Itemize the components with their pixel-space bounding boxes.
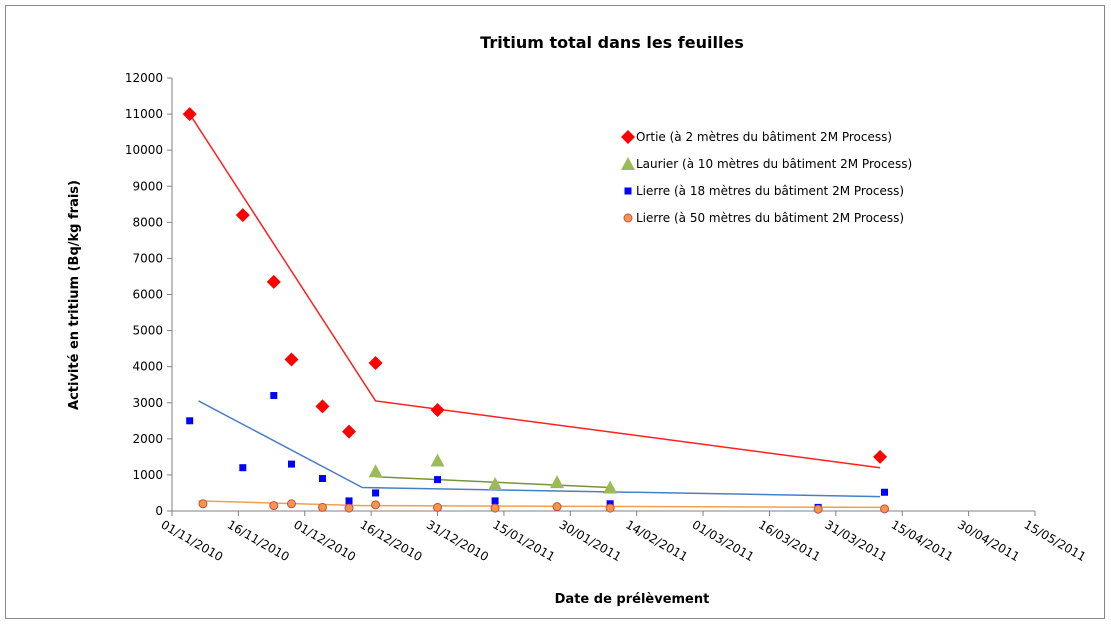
point <box>430 402 445 417</box>
point <box>186 417 194 425</box>
point <box>198 499 208 509</box>
point <box>491 497 499 505</box>
point <box>550 475 565 489</box>
y-tick-label: 11000 <box>125 107 163 121</box>
point <box>368 356 383 371</box>
point <box>813 504 823 514</box>
trend-line <box>198 500 881 509</box>
y-tick-label: 4000 <box>132 360 163 374</box>
point <box>315 399 330 414</box>
point <box>286 499 296 509</box>
point <box>345 497 353 505</box>
point <box>368 464 383 478</box>
legend-label: Ortie (à 2 mètres du bâtiment 2M Process… <box>636 130 892 144</box>
point <box>287 460 295 468</box>
legend-label: Lierre (à 50 mètres du bâtiment 2M Proce… <box>636 211 904 225</box>
point <box>372 489 380 497</box>
point <box>270 392 278 400</box>
trend-line <box>198 400 881 498</box>
point <box>552 502 562 512</box>
point <box>269 501 279 511</box>
point <box>344 503 354 513</box>
trend-line <box>189 113 881 469</box>
point <box>430 453 445 467</box>
point <box>433 502 443 512</box>
y-tick-label: 10000 <box>125 143 163 157</box>
point <box>488 476 503 490</box>
y-tick-label: 8000 <box>132 215 163 229</box>
y-tick-label: 2000 <box>132 432 163 446</box>
point <box>490 503 500 513</box>
point <box>881 488 889 496</box>
point <box>235 208 250 223</box>
point <box>371 500 381 510</box>
y-tick-label: 5000 <box>132 324 163 338</box>
point <box>603 480 618 494</box>
chart-frame <box>5 5 1105 619</box>
point <box>317 502 327 512</box>
point <box>239 464 247 472</box>
point <box>605 503 615 513</box>
point <box>880 504 890 514</box>
point <box>182 107 197 122</box>
legend-marker <box>621 130 635 144</box>
point <box>266 274 281 289</box>
y-tick-label: 1000 <box>132 468 163 482</box>
y-tick-label: 12000 <box>125 71 163 85</box>
y-tick-label: 9000 <box>132 179 163 193</box>
x-axis-label: Date de prélèvement <box>555 592 710 607</box>
y-tick-label: 3000 <box>132 396 163 410</box>
y-tick-label: 6000 <box>132 288 163 302</box>
point <box>873 449 888 464</box>
y-axis-label: Activité en tritium (Bq/kg frais) <box>67 180 82 410</box>
legend-marker <box>624 187 632 195</box>
legend-label: Laurier (à 10 mètres du bâtiment 2M Proc… <box>636 157 912 171</box>
chart-title: Tritium total dans les feuilles <box>480 33 744 52</box>
y-tick-label: 0 <box>155 504 163 518</box>
point <box>342 424 357 439</box>
point <box>284 352 299 367</box>
legend-label: Lierre (à 18 mètres du bâtiment 2M Proce… <box>636 184 904 198</box>
point <box>434 476 442 484</box>
legend-marker <box>623 213 633 223</box>
y-tick-label: 7000 <box>132 251 163 265</box>
point <box>318 475 326 483</box>
legend-marker <box>621 157 635 170</box>
